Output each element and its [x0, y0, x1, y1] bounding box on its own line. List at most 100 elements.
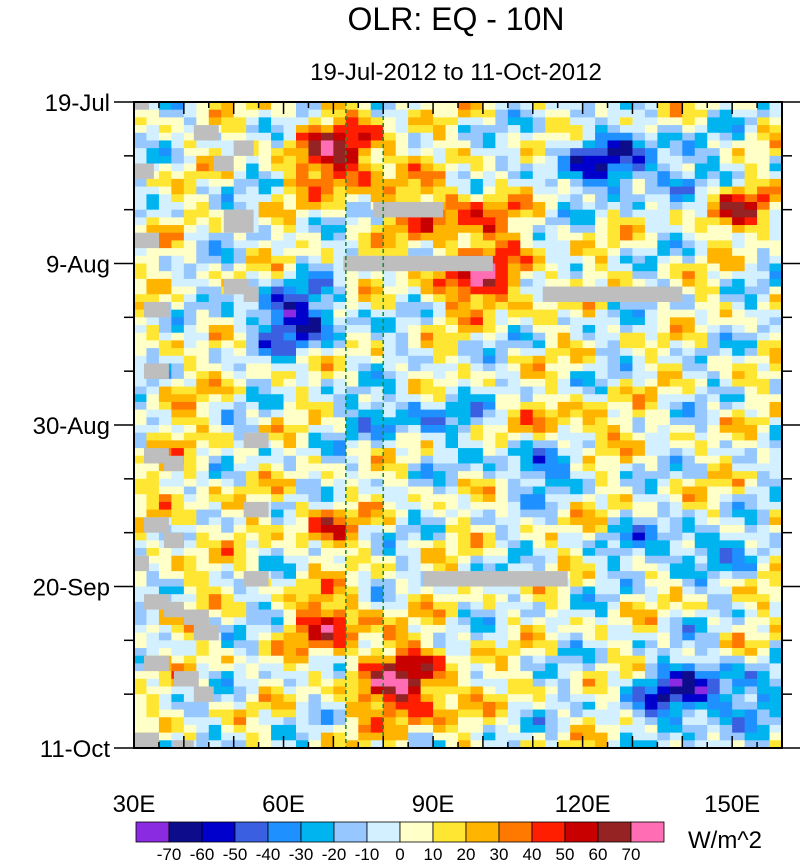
field-cell	[732, 163, 746, 172]
field-cell	[694, 394, 708, 403]
field-cell	[296, 717, 310, 726]
field-cell	[433, 694, 447, 703]
field-cell	[644, 301, 658, 311]
field-cell	[470, 471, 484, 480]
field-cell	[732, 248, 746, 257]
field-cell	[482, 240, 496, 249]
field-cell	[620, 401, 634, 411]
field-cell	[158, 117, 172, 126]
field-cell	[757, 340, 771, 349]
field-cell	[607, 709, 621, 718]
field-cell	[545, 163, 559, 172]
field-cell	[620, 624, 634, 634]
field-cell	[433, 471, 447, 480]
field-cell	[769, 186, 782, 195]
field-cell	[595, 709, 609, 718]
field-cell	[520, 440, 534, 449]
field-cell	[620, 732, 634, 741]
field-cell	[246, 355, 260, 365]
field-cell	[694, 278, 708, 288]
field-cell	[495, 740, 509, 748]
field-cell	[271, 186, 285, 195]
field-cell	[470, 586, 484, 595]
field-cell	[370, 155, 384, 165]
field-cell	[320, 240, 334, 249]
field-cell	[682, 586, 696, 595]
field-cell	[557, 171, 571, 180]
field-cell	[719, 732, 733, 741]
field-cell	[408, 332, 422, 341]
field-cell	[595, 194, 609, 203]
field-cell	[682, 117, 696, 126]
field-cell	[657, 540, 671, 549]
field-cell	[595, 601, 609, 611]
field-cell	[669, 225, 683, 234]
field-cell	[644, 601, 658, 611]
field-cell	[607, 694, 621, 703]
field-cell	[358, 425, 372, 434]
field-cell	[445, 294, 459, 303]
field-cell	[545, 178, 559, 188]
field-cell	[258, 186, 272, 195]
field-cell	[158, 201, 172, 211]
field-cell	[233, 486, 247, 495]
field-cell	[345, 678, 359, 688]
field-cell	[732, 463, 746, 472]
field-cell	[732, 278, 746, 288]
field-cell	[146, 648, 160, 657]
field-cell	[607, 132, 621, 142]
field-cell	[134, 471, 148, 480]
field-cell	[370, 586, 384, 595]
field-cell	[183, 409, 197, 418]
field-cell	[757, 501, 771, 511]
field-cell	[620, 109, 634, 118]
field-cell	[358, 486, 372, 495]
field-cell	[732, 378, 746, 388]
field-cell	[694, 409, 708, 418]
field-cell	[644, 532, 658, 541]
field-cell	[557, 163, 571, 172]
field-cell	[196, 563, 210, 572]
field-cell	[757, 348, 771, 357]
field-cell	[570, 248, 584, 257]
field-cell	[458, 548, 472, 557]
field-cell	[433, 240, 447, 249]
field-cell	[183, 524, 197, 534]
field-cell	[420, 309, 434, 318]
field-cell	[719, 717, 733, 726]
field-cell	[320, 301, 334, 311]
field-cell	[744, 594, 758, 603]
field-cell	[308, 255, 322, 265]
field-cell	[296, 701, 310, 711]
field-cell	[345, 217, 359, 226]
field-cell	[134, 540, 148, 549]
field-cell	[308, 386, 322, 395]
field-cell	[308, 178, 322, 188]
field-cell	[682, 148, 696, 157]
field-cell	[433, 171, 447, 180]
field-cell	[507, 517, 521, 526]
field-cell	[408, 540, 422, 549]
field-cell	[271, 601, 285, 611]
field-cell	[433, 678, 447, 688]
field-cell	[470, 132, 484, 142]
field-cell	[545, 125, 559, 134]
field-cell	[620, 440, 634, 449]
field-cell	[719, 401, 733, 411]
field-cell	[694, 209, 708, 218]
field-cell	[707, 409, 721, 418]
field-cell	[258, 178, 272, 188]
field-cell	[258, 148, 272, 157]
field-cell	[445, 732, 459, 741]
field-cell	[395, 501, 409, 511]
field-cell	[682, 578, 696, 588]
field-cell	[657, 263, 671, 272]
field-cell	[694, 686, 708, 695]
field-cell	[445, 540, 459, 549]
field-cell	[320, 217, 334, 226]
field-cell	[320, 640, 334, 649]
field-cell	[507, 601, 521, 611]
field-cell	[757, 378, 771, 388]
field-cell	[221, 363, 235, 372]
field-cell	[283, 494, 297, 503]
